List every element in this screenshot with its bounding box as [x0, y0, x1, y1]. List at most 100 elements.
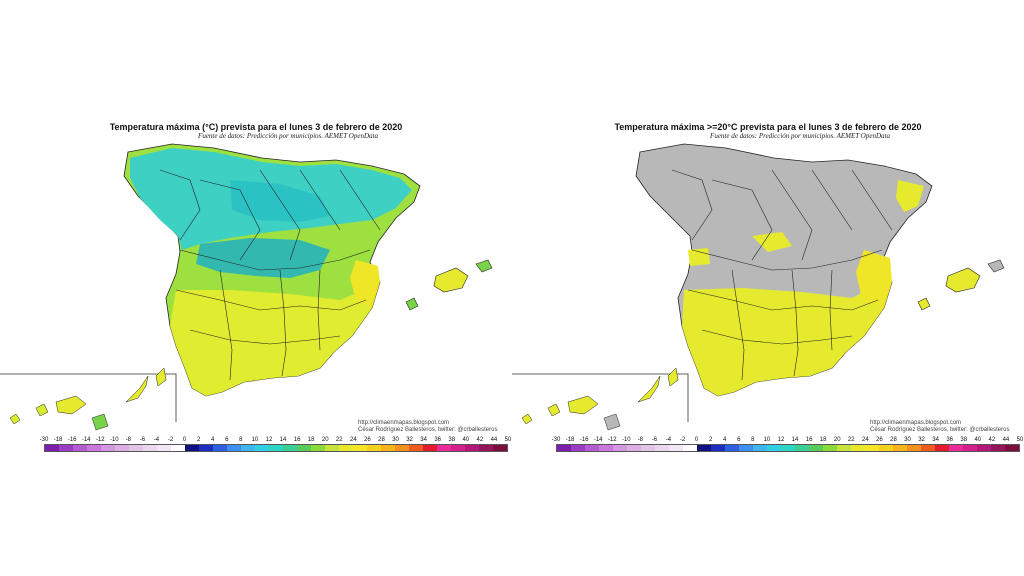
legend-colorbar: [44, 444, 508, 452]
legend-tick-label: 44: [1002, 437, 1010, 443]
legend-swatch: [1005, 445, 1019, 451]
legend-tick-label: -18: [565, 437, 575, 443]
legend-tick-label: 50: [1016, 437, 1024, 443]
legend-swatch: [557, 445, 571, 451]
legend-tick-label: -14: [593, 437, 603, 443]
legend-swatch: [669, 445, 683, 451]
spain-threshold-map: [512, 143, 1005, 431]
legend-tick-label: -2: [167, 437, 174, 443]
legend-swatch: [423, 445, 437, 451]
legend-swatch: [325, 445, 339, 451]
legend-tick-label: -12: [607, 437, 617, 443]
legend-swatch: [297, 445, 311, 451]
legend-tick-label: 10: [763, 437, 771, 443]
map-panel-above-20: Temperatura máxima >=20°C prevista para …: [512, 0, 1024, 576]
legend-swatch: [437, 445, 451, 451]
legend-tick-label: 30: [392, 437, 399, 443]
province-borders: [671, 169, 893, 381]
legend-tick-label: 6: [225, 437, 229, 443]
legend-swatch: [143, 445, 157, 451]
legend-swatch: [837, 445, 851, 451]
legend-tick-label: 32: [406, 437, 413, 443]
legend-tick-label: 2: [196, 437, 201, 443]
map-subtitle: Fuente de datos: Predicción por municipi…: [198, 132, 378, 140]
credit-url: http://climaenmapas.blogspot.com: [358, 420, 450, 426]
legend-swatch: [865, 445, 879, 451]
credit-author: César Rodríguez Ballesteros, twitter: @c…: [358, 427, 498, 433]
legend-swatch: [809, 445, 823, 451]
legend-swatch: [893, 445, 907, 451]
legend-tick-label: -12: [95, 437, 105, 443]
legend-tick-label: -14: [81, 437, 91, 443]
legend-tick-label: 30: [904, 437, 911, 443]
legend-swatch: [571, 445, 585, 451]
legend-tick-label: 32: [918, 437, 925, 443]
legend-tick-label: 14: [279, 437, 287, 443]
legend-swatch: [879, 445, 893, 451]
legend-swatch: [87, 445, 101, 451]
legend-tick-label: -6: [651, 437, 658, 443]
legend-tick-label: 2: [708, 437, 713, 443]
warm-region-south: [682, 286, 884, 396]
mallorca-island: [945, 267, 981, 293]
legend-swatch: [921, 445, 935, 451]
legend-tick-label: 24: [861, 437, 869, 443]
legend-swatch: [823, 445, 837, 451]
legend-tick-label: 26: [876, 437, 883, 443]
legend-tick-label: 12: [777, 437, 785, 443]
legend-swatch: [451, 445, 465, 451]
legend-swatch: [101, 445, 115, 451]
map-title: Temperatura máxima >=20°C prevista para …: [614, 122, 922, 132]
menorca-island: [987, 259, 1005, 273]
legend-swatch: [339, 445, 353, 451]
province-borders: [159, 169, 381, 381]
legend-swatch: [129, 445, 143, 451]
legend-swatch: [795, 445, 809, 451]
legend-tick-label: 24: [349, 437, 357, 443]
map-panel-full-range: Temperatura máxima (°C) prevista para el…: [0, 122, 511, 452]
map-title: Temperatura máxima (°C) prevista para el…: [109, 122, 403, 132]
warm-patch-center: [752, 232, 792, 252]
legend-swatch: [241, 445, 255, 451]
legend-tick-label: 8: [751, 437, 755, 443]
legend-tick-label: 22: [335, 437, 343, 443]
legend-swatch: [255, 445, 269, 451]
legend-tick-label: 34: [932, 437, 939, 443]
legend-swatch: [781, 445, 795, 451]
legend-swatch: [613, 445, 627, 451]
legend-swatch: [641, 445, 655, 451]
mallorca-island: [433, 267, 469, 293]
map-subtitle: Fuente de datos: Predicción por municipi…: [710, 132, 890, 140]
legend-tick-label: -8: [637, 437, 644, 443]
legend-tick-label: -16: [67, 437, 77, 443]
legend-swatch: [185, 445, 199, 451]
warm-region-south: [170, 290, 372, 396]
legend-swatch: [697, 445, 711, 451]
legend-tick-label: -30: [551, 437, 561, 443]
legend-tick-label: -4: [153, 437, 160, 443]
spain-temperature-map: [0, 143, 493, 431]
legend-tick-label: -10: [621, 437, 631, 443]
legend-swatch: [991, 445, 1005, 451]
legend-tick-label: -4: [665, 437, 672, 443]
legend-tick-label: 28: [890, 437, 897, 443]
legend-ticks: -30 -18 -16 -14 -12 -10 -8 -6 -4 -2 0 2 4 6 8 10 12 14 16 1…: [552, 437, 1024, 445]
legend-colorbar: [556, 444, 1020, 452]
legend-tick-label: 22: [847, 437, 855, 443]
legend-swatch: [283, 445, 297, 451]
legend-swatch: [213, 445, 227, 451]
legend-swatch: [977, 445, 991, 451]
legend-swatch: [269, 445, 283, 451]
legend-swatch: [45, 445, 59, 451]
legend-tick-label: 36: [434, 437, 442, 443]
legend-swatch: [725, 445, 739, 451]
legend-swatch: [59, 445, 73, 451]
legend-swatch: [353, 445, 367, 451]
legend-swatch: [479, 445, 493, 451]
legend-tick-label: 14: [791, 437, 799, 443]
legend-swatch: [493, 445, 507, 451]
legend-swatch: [171, 445, 185, 451]
legend-tick-label: -18: [53, 437, 63, 443]
legend-swatch: [73, 445, 87, 451]
warm-region-east: [856, 250, 892, 308]
